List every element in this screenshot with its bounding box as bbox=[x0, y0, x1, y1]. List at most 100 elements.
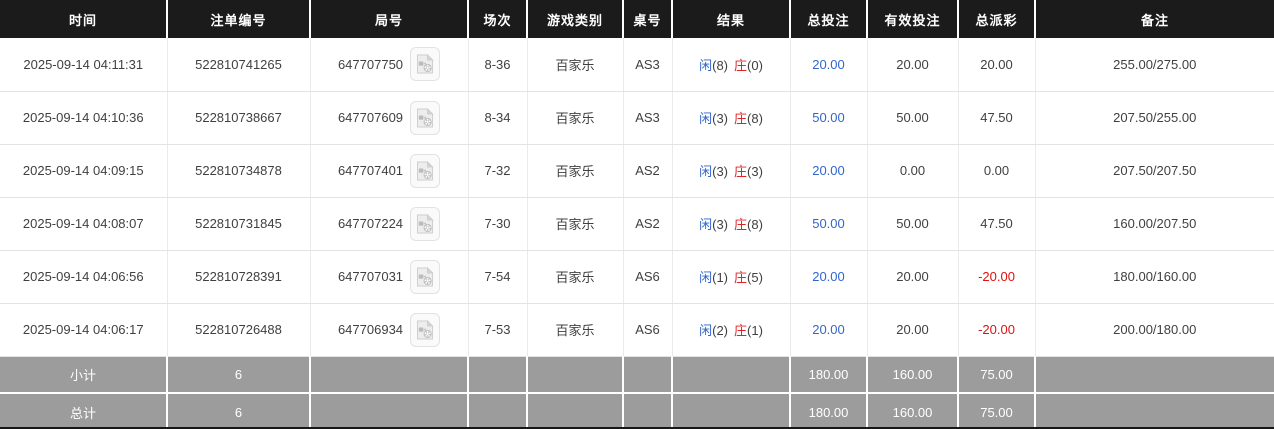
cell-game-type: 百家乐 bbox=[527, 303, 624, 357]
cell-bet-id: 522810738667 bbox=[167, 91, 311, 145]
video-replay-button[interactable] bbox=[410, 153, 441, 188]
round-id-group: 647706934 bbox=[311, 312, 468, 347]
column-header-valid_bet: 有效投注 bbox=[867, 0, 959, 38]
result-player-label: 闲 bbox=[699, 57, 713, 73]
column-header-result: 结果 bbox=[672, 0, 791, 38]
cell-time: 2025-09-14 04:10:36 bbox=[0, 91, 168, 145]
cell-valid-bet: 50.00 bbox=[867, 91, 959, 145]
cell-remark: 180.00/160.00 bbox=[1035, 250, 1274, 304]
cell-remark: 207.50/255.00 bbox=[1035, 91, 1274, 145]
round-number: 647707031 bbox=[337, 269, 404, 284]
column-header-total_bet: 总投注 bbox=[790, 0, 868, 38]
cell-game-type: 百家乐 bbox=[527, 250, 624, 304]
result-banker-score: (5) bbox=[747, 270, 763, 285]
column-header-session: 场次 bbox=[468, 0, 528, 38]
summary-remark-cell bbox=[1035, 356, 1274, 394]
summary-round-cell bbox=[310, 393, 469, 429]
cell-time: 2025-09-14 04:06:17 bbox=[0, 303, 168, 357]
cell-remark: 160.00/207.50 bbox=[1035, 197, 1274, 251]
round-number: 647706934 bbox=[337, 322, 404, 337]
cell-round-id: 647706934 bbox=[310, 303, 469, 357]
result-player-score: (2) bbox=[712, 323, 728, 338]
cell-total-bet: 20.00 bbox=[790, 250, 868, 304]
result-banker-score: (8) bbox=[747, 111, 763, 126]
cell-result: 闲(3) 庄(8) bbox=[672, 197, 791, 251]
cell-session: 8-34 bbox=[468, 91, 528, 145]
table-row: 2025-09-14 04:09:15 522810734878 647707401… bbox=[0, 144, 1274, 198]
result-player-label: 闲 bbox=[699, 270, 713, 285]
summary-count-cell: 6 bbox=[167, 393, 311, 429]
cell-result: 闲(1) 庄(5) bbox=[672, 250, 791, 304]
video-replay-button[interactable] bbox=[410, 100, 441, 135]
summary-game-cell bbox=[527, 356, 624, 394]
cell-remark: 200.00/180.00 bbox=[1035, 303, 1274, 357]
video-replay-button[interactable] bbox=[410, 206, 441, 241]
cell-total-payout: 47.50 bbox=[958, 91, 1036, 145]
round-number: 647707401 bbox=[337, 163, 404, 178]
cell-total-bet: 20.00 bbox=[790, 303, 868, 357]
column-header-round_id: 局号 bbox=[310, 0, 469, 38]
cell-game-type: 百家乐 bbox=[527, 144, 624, 198]
summary-total-payout-cell: 75.00 bbox=[958, 393, 1036, 429]
result-banker-score: (8) bbox=[747, 217, 763, 232]
cell-bet-id: 522810741265 bbox=[167, 38, 311, 92]
video-file-icon bbox=[417, 160, 434, 180]
subtotal-row: 小计 6 180.00 160.00 75.00 bbox=[0, 356, 1274, 394]
cell-total-bet: 20.00 bbox=[790, 144, 868, 198]
video-replay-button[interactable] bbox=[410, 259, 441, 294]
cell-total-payout: 47.50 bbox=[958, 197, 1036, 251]
cell-valid-bet: 20.00 bbox=[867, 38, 959, 92]
summary-game-cell bbox=[527, 393, 624, 429]
cell-valid-bet: 20.00 bbox=[867, 303, 959, 357]
cell-round-id: 647707609 bbox=[310, 91, 469, 145]
table-row: 2025-09-14 04:10:36 522810738667 647707609… bbox=[0, 91, 1274, 145]
summary-table-cell bbox=[623, 356, 673, 394]
cell-session: 7-32 bbox=[468, 144, 528, 198]
round-number: 647707224 bbox=[337, 216, 404, 231]
cell-table-no: AS3 bbox=[623, 38, 673, 92]
video-replay-button[interactable] bbox=[410, 312, 441, 347]
cell-time: 2025-09-14 04:11:31 bbox=[0, 38, 168, 92]
cell-round-id: 647707401 bbox=[310, 144, 469, 198]
cell-remark: 255.00/275.00 bbox=[1035, 38, 1274, 92]
summary-label-cell: 小计 bbox=[0, 356, 168, 394]
cell-game-type: 百家乐 bbox=[527, 197, 624, 251]
cell-table-no: AS2 bbox=[623, 144, 673, 198]
cell-session: 7-54 bbox=[468, 250, 528, 304]
cell-valid-bet: 0.00 bbox=[867, 144, 959, 198]
cell-round-id: 647707750 bbox=[310, 38, 469, 92]
result-player-score: (3) bbox=[712, 217, 728, 232]
cell-game-type: 百家乐 bbox=[527, 38, 624, 92]
result-player-label: 闲 bbox=[699, 111, 713, 126]
summary-result-cell bbox=[672, 356, 791, 394]
video-file-icon bbox=[417, 213, 434, 233]
cell-valid-bet: 50.00 bbox=[867, 197, 959, 251]
cell-session: 7-53 bbox=[468, 303, 528, 357]
summary-label-cell: 总计 bbox=[0, 393, 168, 429]
cell-session: 8-36 bbox=[468, 38, 528, 92]
summary-valid-bet-cell: 160.00 bbox=[867, 393, 959, 429]
result-player-label: 闲 bbox=[699, 323, 713, 338]
cell-total-payout: 20.00 bbox=[958, 38, 1036, 92]
video-replay-button[interactable] bbox=[410, 47, 441, 82]
cell-round-id: 647707224 bbox=[310, 197, 469, 251]
result-banker-label: 庄 bbox=[734, 111, 748, 126]
result-player-score: (8) bbox=[712, 57, 728, 73]
cell-table-no: AS3 bbox=[623, 91, 673, 145]
cell-time: 2025-09-14 04:09:15 bbox=[0, 144, 168, 198]
cell-round-id: 647707031 bbox=[310, 250, 469, 304]
cell-result: 闲(2) 庄(1) bbox=[672, 303, 791, 357]
video-file-icon bbox=[417, 107, 434, 127]
summary-session-cell bbox=[468, 356, 528, 394]
cell-total-payout: 0.00 bbox=[958, 144, 1036, 198]
round-id-group: 647707609 bbox=[311, 100, 468, 135]
result-banker-label: 庄 bbox=[734, 270, 748, 285]
cell-game-type: 百家乐 bbox=[527, 91, 624, 145]
cell-table-no: AS6 bbox=[623, 303, 673, 357]
result-player-score: (3) bbox=[712, 111, 728, 126]
cell-result: 闲(8) 庄(0) bbox=[672, 38, 791, 92]
table-row: 2025-09-14 04:11:31 522810741265 647707750… bbox=[0, 38, 1274, 92]
cell-total-bet: 50.00 bbox=[790, 197, 868, 251]
table-row: 2025-09-14 04:06:56 522810728391 647707031… bbox=[0, 250, 1274, 304]
